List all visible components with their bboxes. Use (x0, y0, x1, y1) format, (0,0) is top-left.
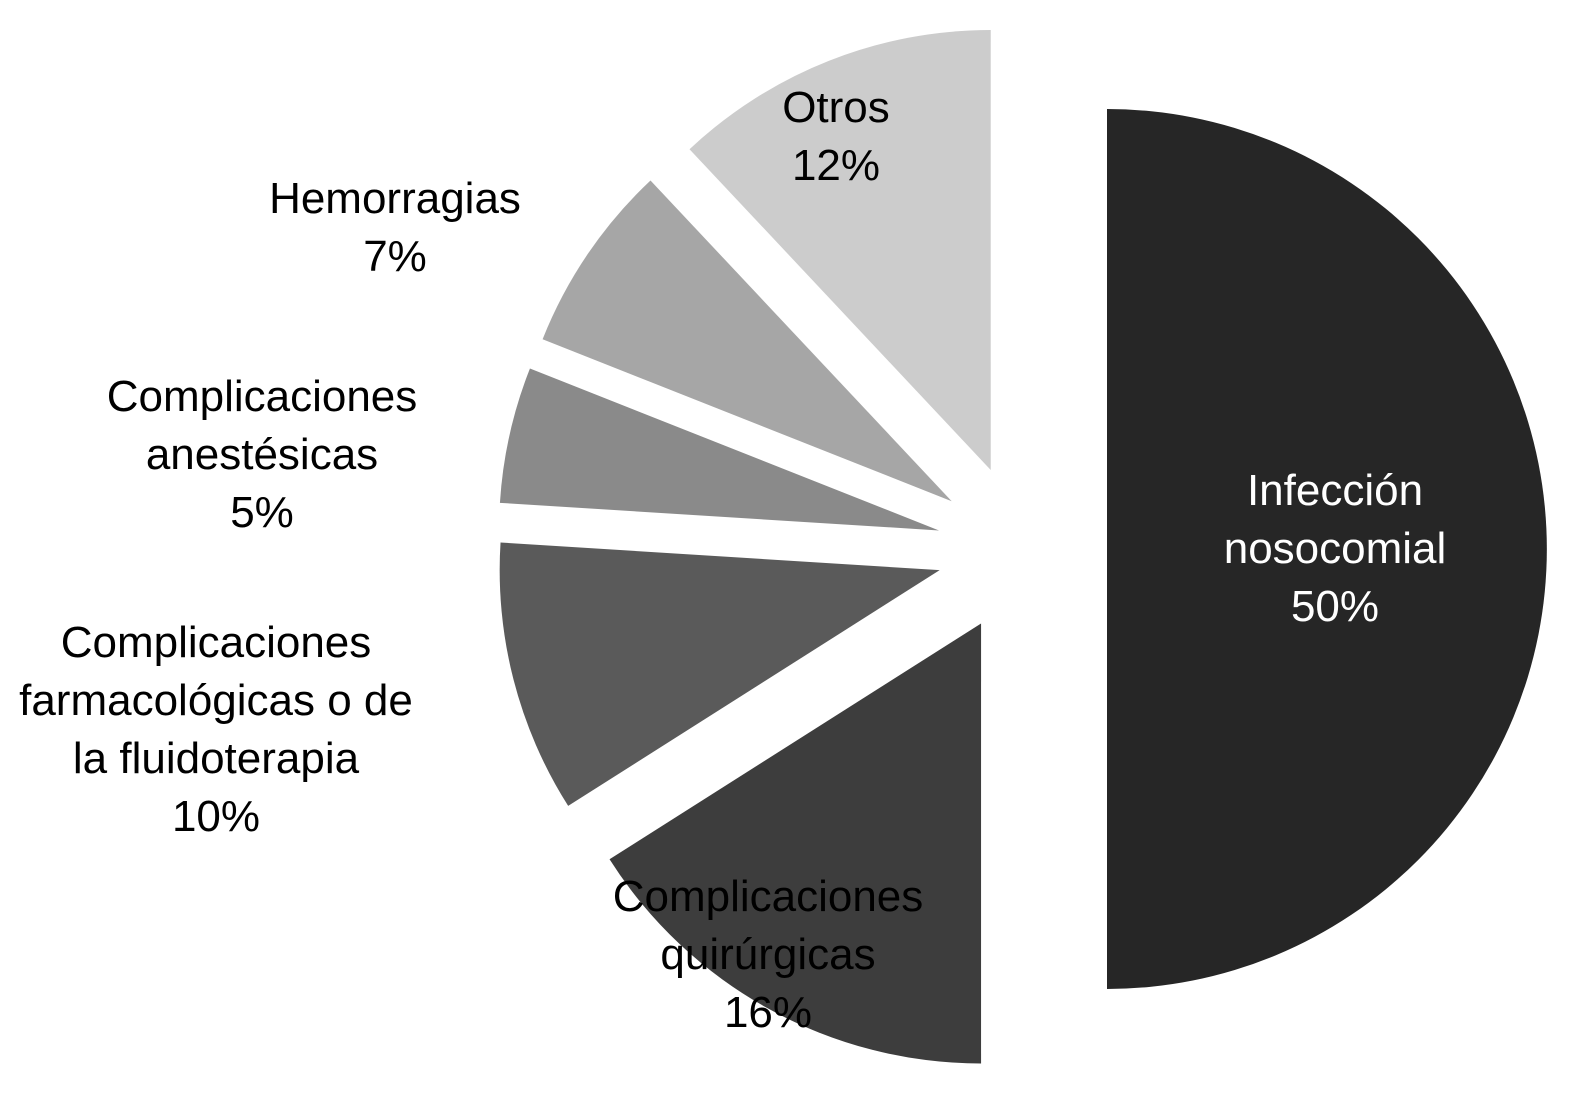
pie-slice (689, 29, 991, 470)
slice-label: Otros 12% (736, 79, 936, 195)
pie-slice (499, 368, 940, 531)
category-label: Complicaciones anestésicas (106, 372, 418, 479)
category-label: Hemorragias (269, 174, 521, 223)
pie-slice (609, 623, 982, 1064)
pie-slice (499, 542, 940, 806)
category-label: Complicaciones farmacológicas o de la fl… (19, 618, 413, 783)
value-label: 50% (1290, 582, 1380, 631)
pie-slice (1107, 109, 1547, 989)
value-label: 5% (230, 488, 294, 537)
value-label: 16% (723, 988, 813, 1037)
pie-slice (542, 180, 952, 502)
slice-label: Hemorragias 7% (245, 170, 545, 286)
value-label: 7% (363, 232, 427, 281)
value-label: 12% (791, 141, 881, 190)
slice-label: Complicaciones farmacológicas o de la fl… (0, 614, 436, 846)
category-label: Complicaciones quirúrgicas (612, 872, 924, 979)
slice-label: Infección nosocomial 50% (1205, 462, 1465, 636)
slice-label: Complicaciones anestésicas 5% (82, 368, 442, 542)
category-label: Infección nosocomial (1223, 466, 1447, 573)
slice-label: Complicaciones quirúrgicas 16% (588, 868, 948, 1042)
value-label: 10% (171, 792, 261, 841)
category-label: Otros (782, 83, 890, 132)
